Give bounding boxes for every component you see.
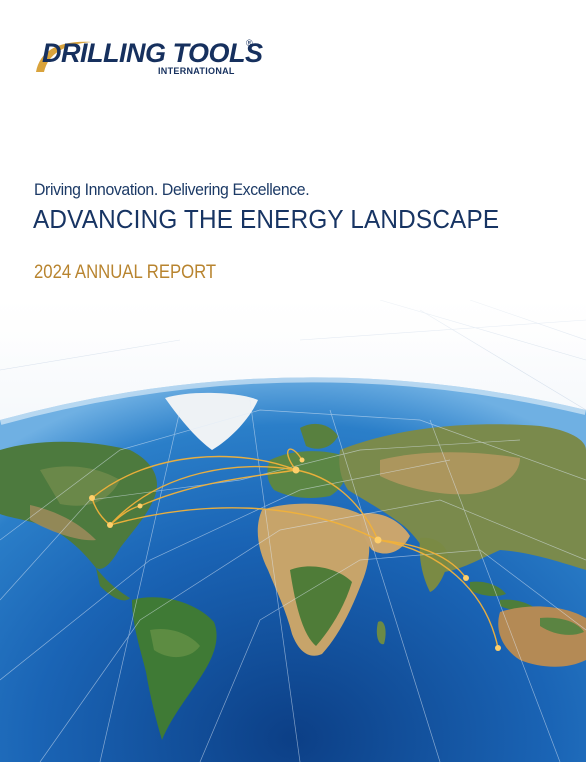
logo-subtitle: INTERNATIONAL [158, 66, 235, 76]
cover-tagline: Driving Innovation. Delivering Excellenc… [34, 180, 310, 199]
logo-wordmark: DRILLING TOOLS [42, 38, 263, 68]
logo-registered-mark: ® [246, 38, 253, 48]
globe-image [0, 300, 586, 762]
cover-headline: ADVANCING THE ENERGY LANDSCAPE [33, 204, 500, 234]
report-year-label: 2024 ANNUAL REPORT [34, 262, 217, 283]
route-nodes [89, 457, 501, 651]
europe-shape [267, 451, 348, 498]
arabia-shape [360, 513, 410, 554]
route-lines [91, 448, 499, 649]
company-logo: DRILLING TOOLS ® INTERNATIONAL [34, 36, 264, 80]
logo-swoosh-icon [36, 41, 92, 72]
greenland-shape [165, 392, 258, 450]
